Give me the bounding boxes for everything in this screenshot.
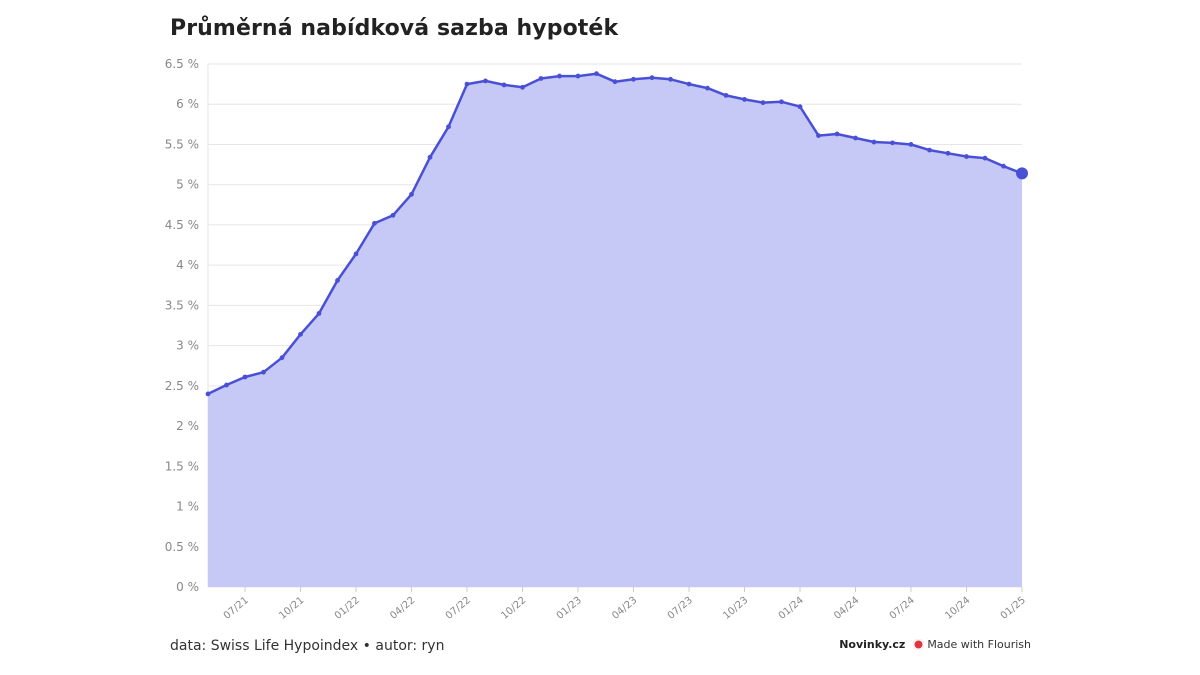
y-tick-label: 0 % xyxy=(176,580,199,594)
data-point[interactable] xyxy=(520,84,525,90)
y-tick-label: 6 % xyxy=(176,97,199,111)
data-point[interactable] xyxy=(298,331,303,337)
x-tick-label: 04/22 xyxy=(388,595,417,622)
y-tick-label: 4 % xyxy=(176,258,199,272)
data-point[interactable] xyxy=(612,79,618,85)
flourish-icon xyxy=(913,639,925,650)
y-tick-label: 1.5 % xyxy=(165,459,199,473)
data-point-latest[interactable] xyxy=(1016,167,1028,180)
data-point[interactable] xyxy=(723,92,729,98)
x-tick-label: 01/25 xyxy=(999,595,1028,622)
source-note: data: Swiss Life Hypoindex • autor: ryn xyxy=(170,638,445,654)
data-point[interactable] xyxy=(705,85,710,91)
data-point[interactable] xyxy=(797,104,803,110)
data-point[interactable] xyxy=(483,78,488,84)
data-point[interactable] xyxy=(335,278,340,283)
data-point[interactable] xyxy=(834,131,840,137)
data-point[interactable] xyxy=(1001,163,1006,169)
y-tick-label: 2 % xyxy=(176,419,199,433)
x-tick-label: 10/21 xyxy=(277,595,306,622)
data-point[interactable] xyxy=(390,212,396,218)
x-tick-label: 01/24 xyxy=(777,595,806,622)
x-tick-label: 10/23 xyxy=(721,595,750,622)
data-point[interactable] xyxy=(871,139,877,145)
data-point[interactable] xyxy=(890,140,895,146)
x-tick-label: 04/24 xyxy=(832,595,861,622)
x-tick-label: 01/22 xyxy=(333,595,362,622)
x-tick-label: 07/24 xyxy=(888,595,917,622)
data-point[interactable] xyxy=(649,75,655,81)
data-point[interactable] xyxy=(686,81,692,87)
x-tick-label: 07/23 xyxy=(666,595,695,622)
data-point[interactable] xyxy=(409,191,414,197)
data-point[interactable] xyxy=(501,82,507,88)
flourish-credit[interactable]: Made with Flourish xyxy=(913,638,1031,651)
data-point[interactable] xyxy=(779,99,784,105)
y-tick-label: 5 % xyxy=(176,178,199,192)
data-point[interactable] xyxy=(242,374,248,380)
y-tick-label: 4.5 % xyxy=(165,218,199,232)
data-point[interactable] xyxy=(927,147,932,153)
data-point[interactable] xyxy=(964,154,969,159)
data-point[interactable] xyxy=(372,220,377,226)
y-tick-label: 6.5 % xyxy=(165,57,199,71)
data-point[interactable] xyxy=(205,391,211,397)
y-tick-label: 3 % xyxy=(176,339,199,353)
data-point[interactable] xyxy=(668,76,673,82)
chart-title: Průměrná nabídková sazba hypoték xyxy=(170,16,619,41)
data-point[interactable] xyxy=(742,97,747,102)
y-tick-label: 0.5 % xyxy=(165,540,199,554)
x-tick-label: 07/21 xyxy=(222,595,251,622)
data-point[interactable] xyxy=(353,251,359,257)
data-point[interactable] xyxy=(631,76,636,82)
y-tick-label: 1 % xyxy=(176,500,199,514)
data-point[interactable] xyxy=(557,73,562,79)
publisher-logo[interactable]: Novinky.cz xyxy=(839,638,906,651)
data-point[interactable] xyxy=(464,81,470,87)
data-point[interactable] xyxy=(446,124,451,130)
brand-footer: Novinky.cz Made with Flourish xyxy=(839,638,1031,651)
data-point[interactable] xyxy=(575,73,581,79)
x-tick-label: 10/24 xyxy=(943,595,972,622)
data-point[interactable] xyxy=(427,154,433,160)
data-point[interactable] xyxy=(816,133,821,139)
y-tick-label: 3.5 % xyxy=(165,298,199,312)
y-axis: 0 % 0.5 % 1 % 1.5 % 2 % 2.5 % 3 % 3.5 % 4 % 4.5 %… xyxy=(165,57,199,594)
y-tick-label: 5.5 % xyxy=(165,137,199,151)
data-point[interactable] xyxy=(261,369,266,375)
data-points xyxy=(205,71,1028,397)
data-point[interactable] xyxy=(594,71,599,77)
data-point[interactable] xyxy=(853,135,858,141)
data-point[interactable] xyxy=(908,142,914,147)
x-axis: 07/21 10/21 01/22 04/22 07/22 10/22 01/23 04/23… xyxy=(222,587,1028,622)
flourish-label: Made with Flourish xyxy=(927,638,1031,651)
data-point[interactable] xyxy=(224,382,229,388)
x-tick-label: 10/22 xyxy=(499,595,528,622)
data-point[interactable] xyxy=(316,311,322,316)
y-tick-label: 2.5 % xyxy=(165,379,199,393)
data-point[interactable] xyxy=(279,355,285,361)
x-tick-label: 04/23 xyxy=(610,595,639,622)
area-fill xyxy=(208,73,1022,587)
data-point[interactable] xyxy=(982,155,988,161)
data-point[interactable] xyxy=(945,150,951,156)
x-tick-label: 07/22 xyxy=(444,595,473,622)
data-point[interactable] xyxy=(538,76,544,81)
x-tick-label: 01/23 xyxy=(555,595,584,622)
data-point[interactable] xyxy=(760,100,766,106)
